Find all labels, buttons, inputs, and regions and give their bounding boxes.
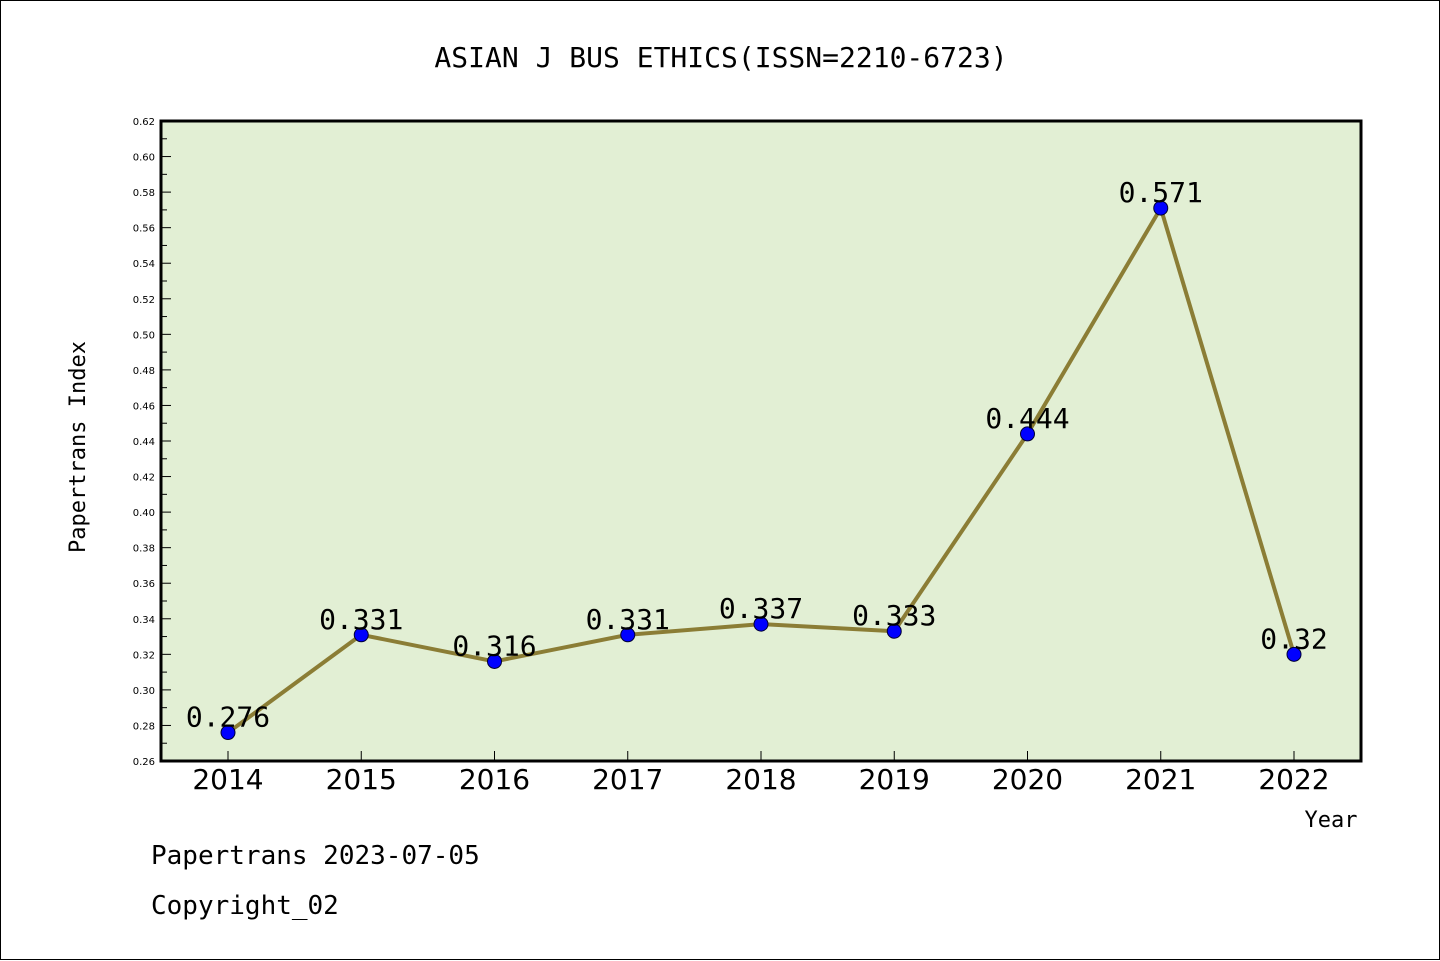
y-tick-label: 0.54 [133, 259, 155, 270]
y-tick-label: 0.46 [133, 401, 155, 412]
y-tick-label: 0.52 [133, 295, 155, 306]
x-tick-label: 2017 [592, 763, 663, 796]
x-tick-label: 2016 [459, 763, 530, 796]
data-label: 0.331 [586, 603, 670, 636]
data-point-marker [1020, 426, 1035, 442]
y-tick-label: 0.30 [133, 686, 155, 697]
x-axis-label: Year [1305, 808, 1358, 833]
y-tick-label: 0.40 [133, 508, 155, 519]
x-tick-label: 2019 [859, 763, 930, 796]
y-tick-label: 0.44 [133, 437, 155, 448]
x-tick-label: 2014 [192, 763, 263, 796]
data-point-marker [220, 725, 236, 741]
y-tick-label: 0.34 [133, 615, 155, 626]
x-tick-label: 2018 [725, 763, 796, 796]
y-tick-label: 0.58 [133, 188, 155, 199]
y-tick-label: 0.48 [133, 366, 155, 377]
x-tick-label: 2020 [992, 763, 1063, 796]
footer-date: Papertrans 2023-07-05 [151, 841, 480, 871]
x-tick-label: 2021 [1125, 763, 1196, 796]
data-label: 0.333 [852, 599, 936, 632]
data-label: 0.316 [452, 629, 536, 662]
plot-area [159, 119, 1363, 763]
y-tick-label: 0.60 [133, 153, 155, 164]
data-label: 0.337 [719, 592, 803, 625]
data-label: 0.331 [319, 603, 403, 636]
series-line-group [220, 200, 1302, 741]
data-point-marker [886, 623, 902, 639]
y-tick-label: 0.32 [133, 650, 155, 661]
data-point-marker [620, 627, 636, 643]
y-axis-label: Papertrans Index [66, 341, 91, 553]
data-point-marker [1153, 200, 1169, 216]
data-point-marker [753, 616, 769, 632]
data-point-marker [1286, 646, 1302, 662]
y-tick-label: 0.62 [133, 117, 155, 128]
y-tick-label: 0.28 [133, 721, 155, 732]
x-tick-label: 2015 [326, 763, 397, 796]
y-tick-label: 0.56 [133, 224, 155, 235]
y-tick-label: 0.50 [133, 330, 155, 341]
data-point-marker [353, 627, 369, 643]
chart-title: ASIAN J BUS ETHICS(ISSN=2210-6723) [434, 41, 1007, 74]
data-label: 0.276 [186, 701, 270, 734]
y-tick-label: 0.42 [133, 473, 155, 484]
y-tick-label: 0.26 [133, 757, 155, 768]
data-labels-group: 0.276 0.331 0.316 0.331 0.337 0.333 0.444 0.571… [186, 176, 1328, 733]
data-label: 0.32 [1260, 622, 1327, 655]
y-tick-label: 0.36 [133, 579, 155, 590]
data-label: 0.444 [985, 402, 1069, 435]
data-point-marker [487, 653, 502, 669]
y-axis: 0.26 0.28 0.30 0.32 0.34 0.36 0.38 0.40 0.42 0.44… [133, 117, 171, 768]
data-label: 0.571 [1119, 176, 1203, 209]
footer-copyright: Copyright_02 [151, 891, 339, 921]
x-tick-label: 2022 [1258, 763, 1329, 796]
x-axis: 2014 2015 2016 2017 2018 2019 2020 2021 2022 [192, 751, 1330, 796]
y-tick-label: 0.38 [133, 544, 155, 555]
